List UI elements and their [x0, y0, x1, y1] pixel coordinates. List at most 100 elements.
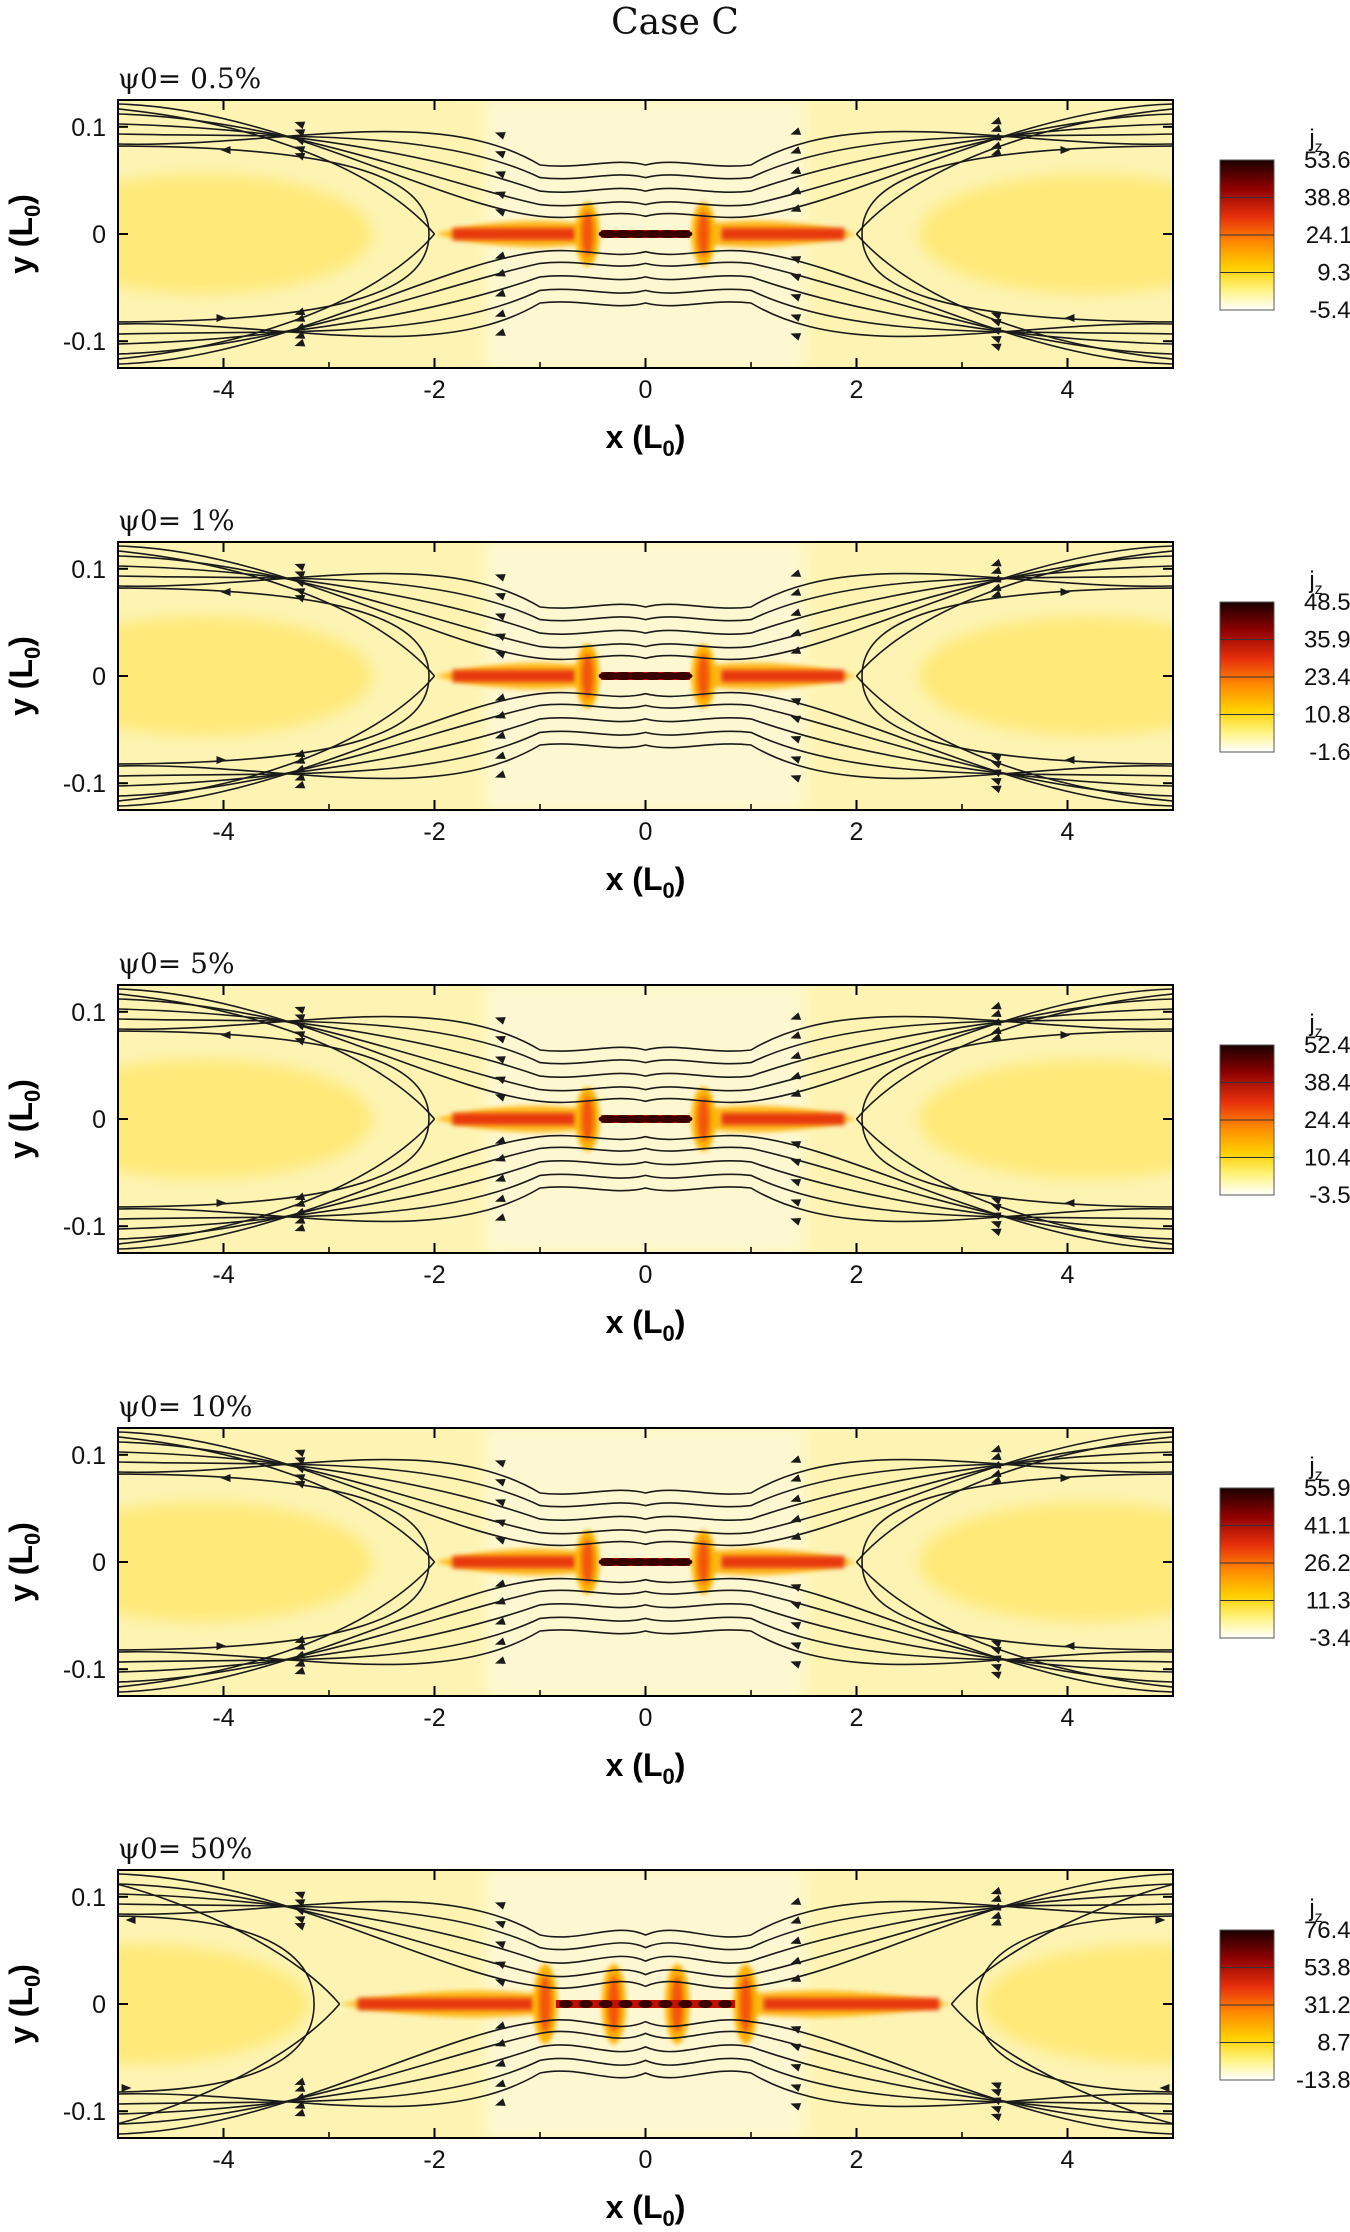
flow-arrow — [790, 2063, 802, 2072]
flow-arrow — [294, 1891, 306, 1900]
field-line — [118, 691, 1173, 807]
field-line — [118, 1134, 1173, 1250]
island-right — [918, 174, 1173, 294]
flow-arrow — [294, 1907, 306, 1916]
current-peak — [578, 2000, 593, 2008]
colorbar-title: jz — [1308, 567, 1322, 598]
x-tick-label: 4 — [1061, 376, 1075, 404]
colorbar-level-label: -13.85 — [1296, 2067, 1350, 2094]
current-peak — [598, 1115, 619, 1123]
flow-arrow — [790, 256, 802, 264]
field-line — [118, 2044, 1173, 2115]
flow-arrow — [121, 2084, 132, 2092]
x-tick-label: 4 — [1061, 1261, 1075, 1289]
flow-arrow — [494, 693, 506, 701]
flow-arrow — [990, 2082, 1002, 2090]
flow-arrow — [790, 2026, 802, 2034]
field-line — [118, 301, 1173, 338]
current-sheet-left-core — [452, 1113, 576, 1125]
flow-arrow — [990, 2089, 1002, 2097]
y-tick-label: 0 — [92, 1991, 106, 2019]
flow-arrow — [494, 2021, 506, 2029]
flow-arrow — [790, 2084, 802, 2092]
current-peak — [678, 2000, 693, 2008]
field-line — [118, 1118, 436, 1245]
x-tick-label: 2 — [850, 818, 864, 846]
flow-arrow — [990, 1894, 1002, 1902]
current-peak — [672, 672, 693, 680]
plasmoid-bulge-core — [697, 212, 710, 256]
flow-arrow — [990, 1009, 1002, 1017]
flow-arrow — [494, 1213, 506, 1221]
flow-arrow — [294, 1223, 306, 1232]
flow-arrow — [990, 1886, 1002, 1895]
flow-arrow — [494, 633, 506, 642]
panel-2: ψ0= 1% -4 -2 0 2 4 0.1 0 -0.1 x (L0) y (L0) jz48.52… — [3, 504, 1350, 903]
field-line — [855, 993, 1173, 1120]
flow-arrow — [1060, 588, 1071, 596]
current-peak — [657, 672, 678, 680]
flow-arrow — [294, 579, 306, 588]
flow-arrow — [294, 1922, 306, 1931]
current-peak — [657, 1115, 678, 1123]
current-peak — [642, 1558, 663, 1566]
x-tick-label: 4 — [1061, 818, 1075, 846]
flow-arrow — [790, 1974, 802, 1982]
x-axis-label: x (L0) — [606, 1304, 686, 1346]
current-peak — [698, 2000, 713, 2008]
x-tick-label: -4 — [212, 818, 234, 846]
panel-label: ψ0= 1% — [118, 504, 235, 537]
current-peak — [613, 230, 634, 238]
panel-label: ψ0= 0.5% — [118, 62, 261, 95]
colorbar-level-label: -5.43 — [1309, 297, 1350, 324]
flow-arrow — [990, 1033, 1002, 1041]
colorbar-level-label: 53.84 — [1304, 1955, 1350, 1982]
flow-arrow — [294, 322, 306, 331]
colorbar-title: jz — [1308, 1453, 1322, 1484]
colorbar-level-label: -3.47 — [1309, 1625, 1350, 1652]
plasmoid-bulge-core — [581, 654, 594, 698]
field-line — [118, 1629, 1173, 1666]
island-left — [118, 616, 373, 736]
flow-arrow — [494, 1519, 506, 1528]
field-line — [118, 274, 1173, 345]
current-sheet-right-core — [721, 670, 845, 682]
field-line — [118, 565, 1173, 636]
field-line — [950, 2003, 1173, 2125]
x-tick-label: -2 — [423, 1704, 445, 1732]
flow-arrow — [790, 166, 802, 175]
island-left — [118, 174, 373, 294]
plasmoid-bulge-core — [697, 1540, 710, 1584]
field-line — [118, 2070, 1173, 2108]
flow-arrow — [494, 1921, 506, 1929]
flow-arrow — [790, 608, 802, 617]
flow-arrow — [990, 1640, 1002, 1648]
flow-arrow — [494, 1941, 506, 1949]
flow-arrow — [990, 1918, 1002, 1926]
current-sheet-right-core — [721, 1113, 845, 1125]
field-line — [118, 575, 1173, 622]
panel-label: ψ0= 50% — [118, 1832, 252, 1865]
flow-arrow — [494, 651, 506, 659]
current-peak — [657, 230, 678, 238]
flow-arrow — [294, 2077, 306, 2086]
field-line — [118, 1883, 341, 2005]
y-tick-label: 0 — [92, 663, 106, 691]
flow-arrow — [790, 204, 802, 212]
field-line — [118, 1900, 1173, 1938]
flow-arrow — [990, 1228, 1002, 1237]
flow-arrow — [494, 574, 506, 582]
flow-arrow — [294, 1449, 306, 1458]
flow-arrow — [294, 1916, 306, 1924]
x-tick-label: -2 — [423, 376, 445, 404]
y-tick-label: -0.1 — [63, 1213, 106, 1241]
current-peak — [657, 1558, 678, 1566]
flow-arrow — [990, 590, 1002, 598]
field-line — [118, 1915, 315, 2093]
flow-arrow — [494, 309, 506, 317]
flow-arrow — [494, 2059, 506, 2067]
y-tick-label: 0 — [92, 1549, 106, 1577]
